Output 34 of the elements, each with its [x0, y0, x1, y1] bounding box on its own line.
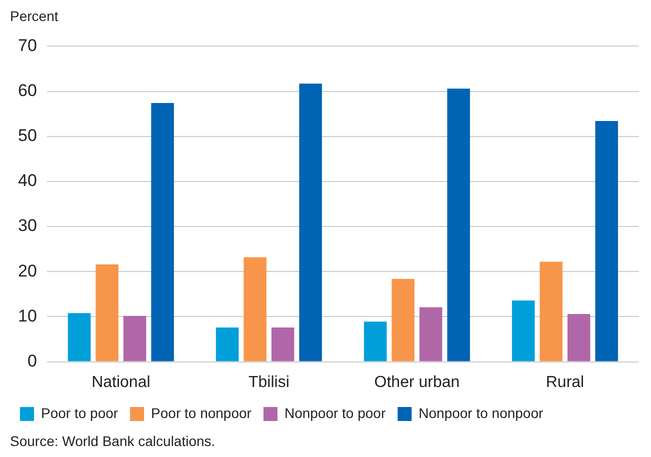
y-tick-label: 60	[18, 80, 37, 100]
bar	[364, 322, 387, 362]
y-tick-label: 20	[18, 261, 37, 280]
bar	[392, 278, 414, 362]
x-tick-label: Rural	[546, 374, 584, 391]
bar	[96, 264, 118, 362]
y-tick-label: 0	[27, 351, 37, 370]
bar	[271, 328, 294, 362]
bar	[512, 300, 535, 362]
bar	[419, 307, 442, 362]
bar	[595, 121, 618, 362]
bar	[244, 257, 266, 362]
bar	[299, 84, 322, 362]
source-note: Source: World Bank calculations.	[10, 433, 216, 449]
y-tick-label: 50	[18, 126, 37, 146]
bar	[216, 328, 239, 362]
x-tick-label: Tbilisi	[248, 374, 290, 391]
legend-label: Poor to poor	[41, 404, 118, 421]
y-tick-label: 70	[18, 36, 37, 55]
y-tick-label: 30	[18, 216, 37, 236]
bar	[68, 313, 91, 362]
y-tick-label: 40	[18, 171, 37, 190]
x-tick-label: National	[92, 374, 150, 391]
legend-label: Poor to nonpoor	[151, 404, 252, 421]
y-axis-title: Percent	[10, 8, 60, 26]
bar	[123, 316, 146, 362]
bar	[151, 103, 174, 362]
bar	[447, 88, 470, 362]
legend-label: Nonpoor to poor	[284, 404, 386, 421]
x-tick-label: Other urban	[374, 374, 460, 391]
bar	[567, 314, 590, 362]
y-tick-label: 10	[18, 306, 37, 326]
bar	[540, 262, 562, 362]
legend-label: Nonpoor to nonpoor	[418, 404, 544, 421]
